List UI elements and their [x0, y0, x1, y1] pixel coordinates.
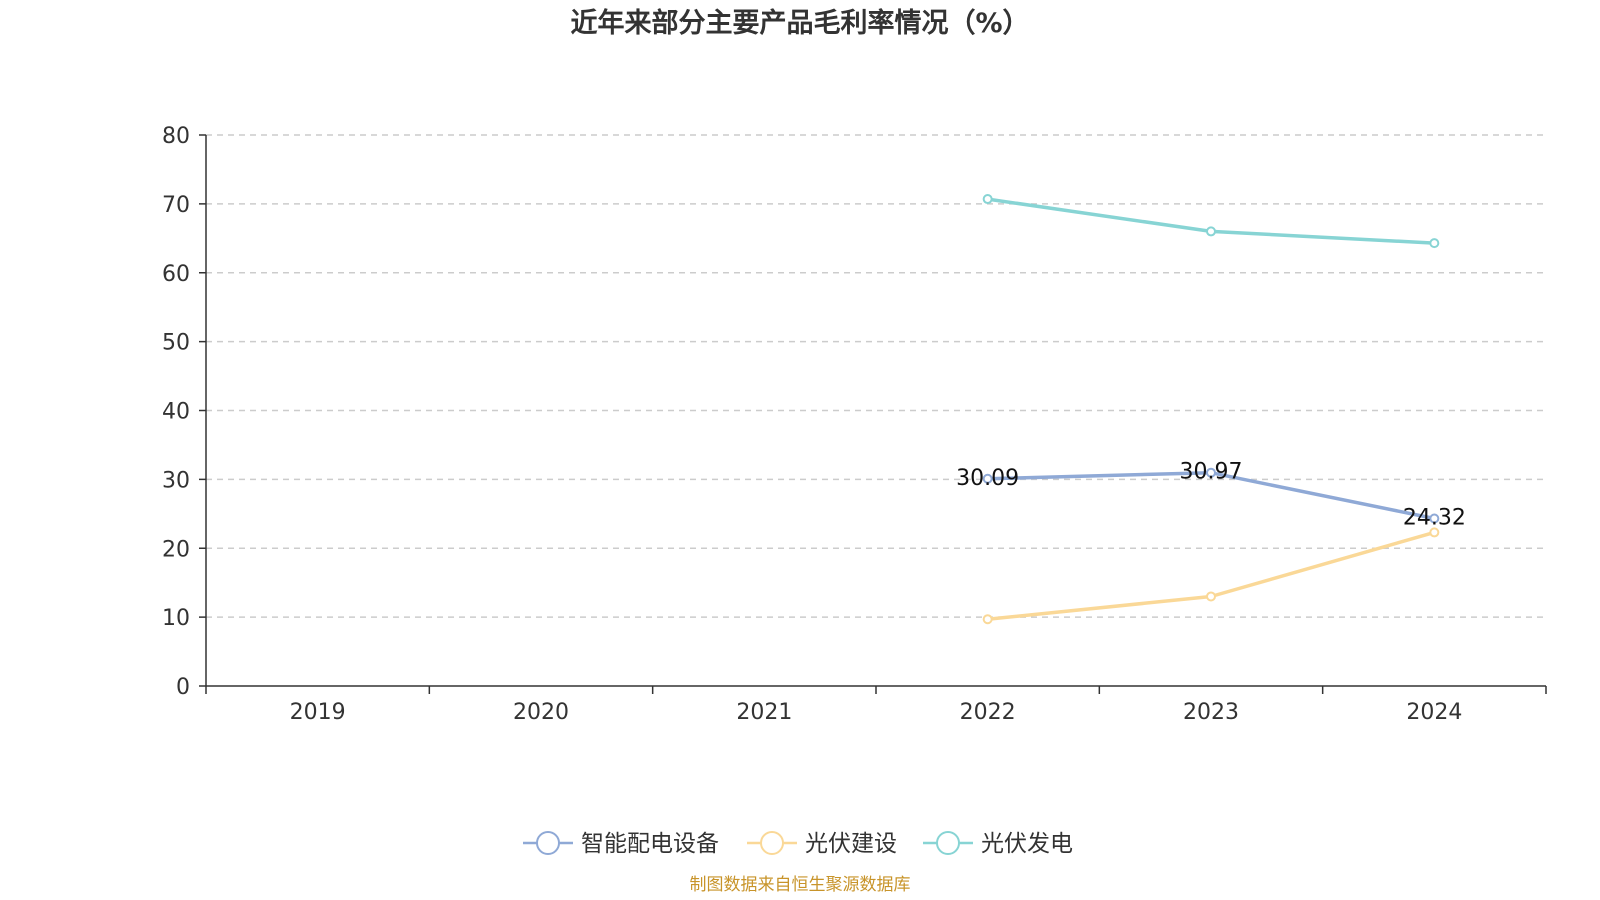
legend: 智能配电设备 光伏建设 光伏发电 — [523, 831, 1073, 857]
y-tick-label: 30 — [162, 468, 190, 493]
series-line — [987, 530, 1435, 621]
data-point — [1206, 591, 1216, 602]
x-tick-label: 2022 — [960, 700, 1016, 725]
legend-item: 智能配电设备 — [523, 831, 719, 857]
gridlines — [206, 134, 1546, 618]
data-labels: 30.09 30.97 24.32 — [956, 460, 1466, 531]
legend-label: 光伏建设 — [805, 831, 897, 857]
data-point — [1206, 467, 1216, 478]
axes: 0 10 20 30 40 50 60 70 80 2019 2020 2021 2022 2023 202… — [162, 124, 1547, 725]
y-tick-label: 60 — [162, 262, 190, 287]
x-tick-label: 2024 — [1406, 700, 1462, 725]
data-label: 24.32 — [1403, 505, 1466, 530]
legend-label: 智能配电设备 — [581, 831, 719, 857]
data-point — [1429, 527, 1440, 538]
y-tick-label: 20 — [162, 537, 190, 562]
data-label: 30.97 — [1180, 460, 1243, 485]
data-point — [982, 614, 993, 625]
y-tick-label: 70 — [162, 193, 190, 218]
data-point — [982, 194, 993, 205]
source-note: 制图数据来自恒生聚源数据库 — [690, 875, 911, 895]
x-tick-label: 2019 — [290, 700, 346, 725]
series-line — [987, 197, 1435, 245]
y-tick-label: 40 — [162, 400, 190, 425]
data-label: 30.09 — [956, 466, 1019, 491]
data-point — [1206, 226, 1216, 237]
data-point — [1429, 513, 1440, 524]
x-tick-label: 2023 — [1183, 700, 1239, 725]
legend-item: 光伏发电 — [923, 831, 1073, 857]
y-tick-label: 10 — [162, 606, 190, 631]
x-tick-label: 2020 — [513, 700, 569, 725]
legend-marker — [760, 831, 784, 855]
x-tick-label: 2021 — [736, 700, 792, 725]
legend-marker — [936, 831, 960, 855]
legend-marker — [536, 831, 560, 855]
legend-label: 光伏发电 — [981, 831, 1073, 857]
y-tick-label: 50 — [162, 331, 190, 356]
y-tick-label: 0 — [176, 675, 190, 700]
data-point — [982, 473, 993, 484]
chart-title: 近年来部分主要产品毛利率情况（%） — [570, 7, 1029, 39]
legend-item: 光伏建设 — [747, 831, 897, 857]
data-point — [1429, 238, 1440, 249]
y-tick-label: 80 — [162, 124, 190, 149]
series-lines — [982, 194, 1440, 625]
